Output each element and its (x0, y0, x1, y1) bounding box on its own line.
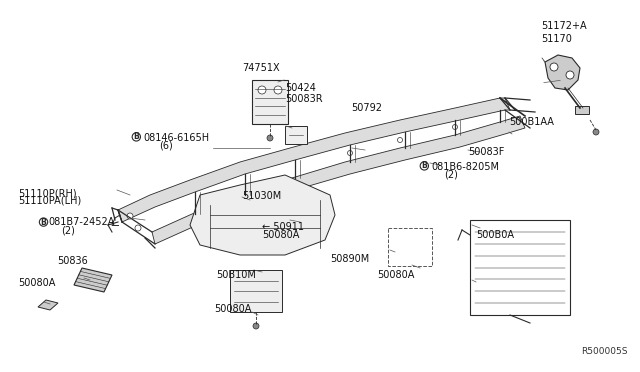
Polygon shape (118, 98, 510, 222)
Text: 50B10M: 50B10M (216, 270, 256, 279)
FancyBboxPatch shape (230, 270, 282, 312)
Text: (2): (2) (444, 170, 458, 180)
Circle shape (420, 162, 429, 170)
Text: 50792: 50792 (351, 103, 381, 113)
Circle shape (253, 323, 259, 329)
FancyBboxPatch shape (470, 220, 570, 315)
FancyBboxPatch shape (285, 126, 307, 144)
Circle shape (397, 138, 403, 142)
Text: 50080A: 50080A (214, 304, 252, 314)
Circle shape (127, 213, 133, 219)
Circle shape (566, 71, 574, 79)
Circle shape (348, 151, 353, 155)
Text: 081B6-8205M: 081B6-8205M (431, 162, 499, 171)
Text: ← 50911: ← 50911 (262, 222, 305, 232)
Text: 50080A: 50080A (262, 230, 300, 240)
Circle shape (274, 86, 282, 94)
Text: R500005S: R500005S (582, 347, 628, 356)
Text: 51030M: 51030M (242, 192, 281, 201)
Circle shape (135, 225, 141, 231)
Text: (2): (2) (61, 225, 76, 235)
FancyBboxPatch shape (575, 106, 589, 114)
Polygon shape (74, 268, 112, 292)
Polygon shape (190, 175, 335, 255)
Circle shape (593, 129, 599, 135)
Circle shape (40, 218, 48, 226)
Text: 50083F: 50083F (468, 147, 504, 157)
Circle shape (258, 86, 266, 94)
FancyBboxPatch shape (252, 80, 288, 124)
Text: B: B (422, 161, 427, 170)
Text: 51110PA(LH): 51110PA(LH) (18, 196, 81, 206)
Text: 74751X: 74751X (242, 63, 280, 73)
Text: B: B (41, 218, 46, 227)
Text: 50080A: 50080A (18, 279, 55, 288)
Text: 50836: 50836 (58, 256, 88, 266)
Text: 081B7-2452A: 081B7-2452A (49, 218, 115, 227)
Text: 500B1AA: 500B1AA (509, 117, 554, 127)
Text: 50080A: 50080A (378, 270, 415, 279)
Text: 50424: 50424 (285, 83, 316, 93)
Polygon shape (152, 116, 525, 244)
Text: 08146-6165H: 08146-6165H (143, 133, 209, 142)
Circle shape (267, 135, 273, 141)
Text: 50083R: 50083R (285, 94, 323, 104)
Polygon shape (545, 55, 580, 90)
Circle shape (550, 63, 558, 71)
Polygon shape (38, 300, 58, 310)
Text: 51110P(RH): 51110P(RH) (18, 189, 77, 198)
Text: 51170: 51170 (541, 34, 572, 44)
Text: (6): (6) (159, 141, 172, 151)
Circle shape (452, 125, 458, 129)
Text: 51172+A: 51172+A (541, 21, 586, 31)
Text: 500B0A: 500B0A (476, 230, 514, 240)
Circle shape (132, 133, 141, 141)
Text: 50890M: 50890M (330, 254, 369, 263)
Text: B: B (134, 132, 139, 141)
